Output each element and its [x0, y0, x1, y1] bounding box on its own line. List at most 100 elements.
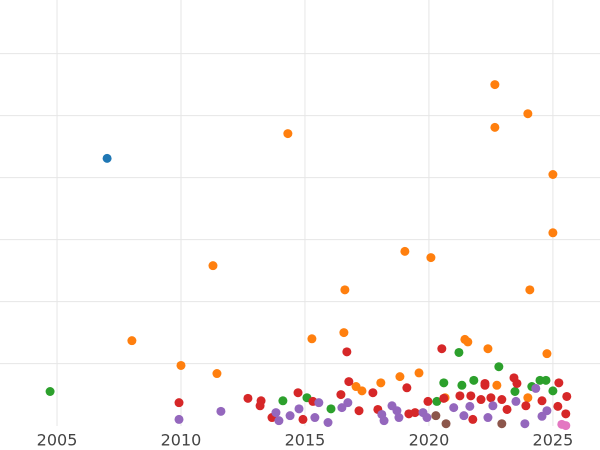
- point: [455, 391, 465, 401]
- point: [465, 401, 475, 411]
- point: [497, 395, 507, 405]
- point: [402, 383, 412, 393]
- point: [488, 401, 498, 411]
- point: [553, 401, 563, 411]
- point: [102, 153, 112, 163]
- point: [368, 388, 378, 398]
- point: [339, 328, 349, 338]
- point: [357, 386, 367, 396]
- point: [480, 380, 490, 390]
- point: [400, 246, 410, 256]
- point: [354, 406, 364, 416]
- point: [502, 404, 512, 414]
- point: [486, 393, 496, 403]
- point: [392, 406, 402, 416]
- point: [176, 360, 186, 370]
- x-tick-label: 2025: [533, 431, 574, 450]
- point: [255, 401, 265, 411]
- point: [531, 383, 541, 393]
- point: [542, 349, 552, 359]
- x-tick-label: 2020: [409, 431, 450, 450]
- point: [278, 396, 288, 406]
- point: [523, 109, 533, 119]
- point: [174, 398, 184, 408]
- point: [314, 398, 324, 408]
- point: [542, 406, 552, 416]
- point: [520, 419, 530, 429]
- point: [521, 401, 531, 411]
- point: [490, 80, 500, 90]
- point: [208, 261, 218, 271]
- point: [457, 380, 467, 390]
- point: [395, 372, 405, 382]
- point: [437, 344, 447, 354]
- point: [525, 285, 535, 295]
- point: [466, 391, 476, 401]
- point: [449, 403, 459, 413]
- point: [243, 393, 253, 403]
- point: [523, 393, 533, 403]
- point: [548, 228, 558, 238]
- point: [439, 393, 449, 403]
- point: [497, 419, 507, 429]
- point: [294, 404, 304, 414]
- point: [174, 414, 184, 424]
- point: [562, 391, 572, 401]
- point: [271, 408, 281, 418]
- point: [376, 378, 386, 388]
- point: [307, 334, 317, 344]
- point: [343, 398, 353, 408]
- point: [512, 378, 522, 388]
- point: [432, 396, 442, 406]
- point: [298, 414, 308, 424]
- x-tick-label: 2005: [37, 431, 78, 450]
- point: [410, 408, 420, 418]
- point: [494, 362, 504, 372]
- point: [274, 416, 284, 426]
- point: [127, 336, 137, 346]
- point: [431, 411, 441, 421]
- point: [490, 122, 500, 132]
- point: [344, 377, 354, 387]
- point: [342, 347, 352, 357]
- point: [326, 404, 336, 414]
- point: [336, 390, 346, 400]
- point: [561, 421, 571, 431]
- point: [439, 378, 449, 388]
- point: [483, 344, 493, 354]
- point: [340, 285, 350, 295]
- point: [510, 387, 520, 396]
- x-tick-label: 2015: [285, 431, 326, 450]
- point: [441, 419, 451, 429]
- point: [476, 395, 486, 405]
- point: [426, 253, 436, 263]
- point: [483, 413, 493, 423]
- point: [492, 380, 502, 390]
- point: [459, 411, 469, 421]
- point: [423, 396, 433, 406]
- point: [394, 413, 404, 423]
- point: [561, 409, 571, 419]
- point: [468, 414, 478, 424]
- point: [511, 396, 521, 406]
- x-tick-label: 2010: [161, 431, 202, 450]
- point: [414, 368, 424, 378]
- point: [537, 396, 547, 406]
- point: [548, 170, 558, 179]
- point: [310, 413, 320, 423]
- point: [45, 387, 55, 396]
- point: [323, 418, 333, 427]
- point: [379, 416, 389, 426]
- point: [541, 375, 551, 385]
- point: [285, 411, 295, 421]
- point: [422, 413, 432, 423]
- point: [463, 337, 473, 347]
- point: [554, 378, 564, 388]
- point: [454, 347, 464, 357]
- point: [293, 388, 303, 398]
- point: [548, 386, 558, 396]
- point: [212, 369, 222, 379]
- point: [216, 406, 226, 416]
- point: [337, 403, 347, 413]
